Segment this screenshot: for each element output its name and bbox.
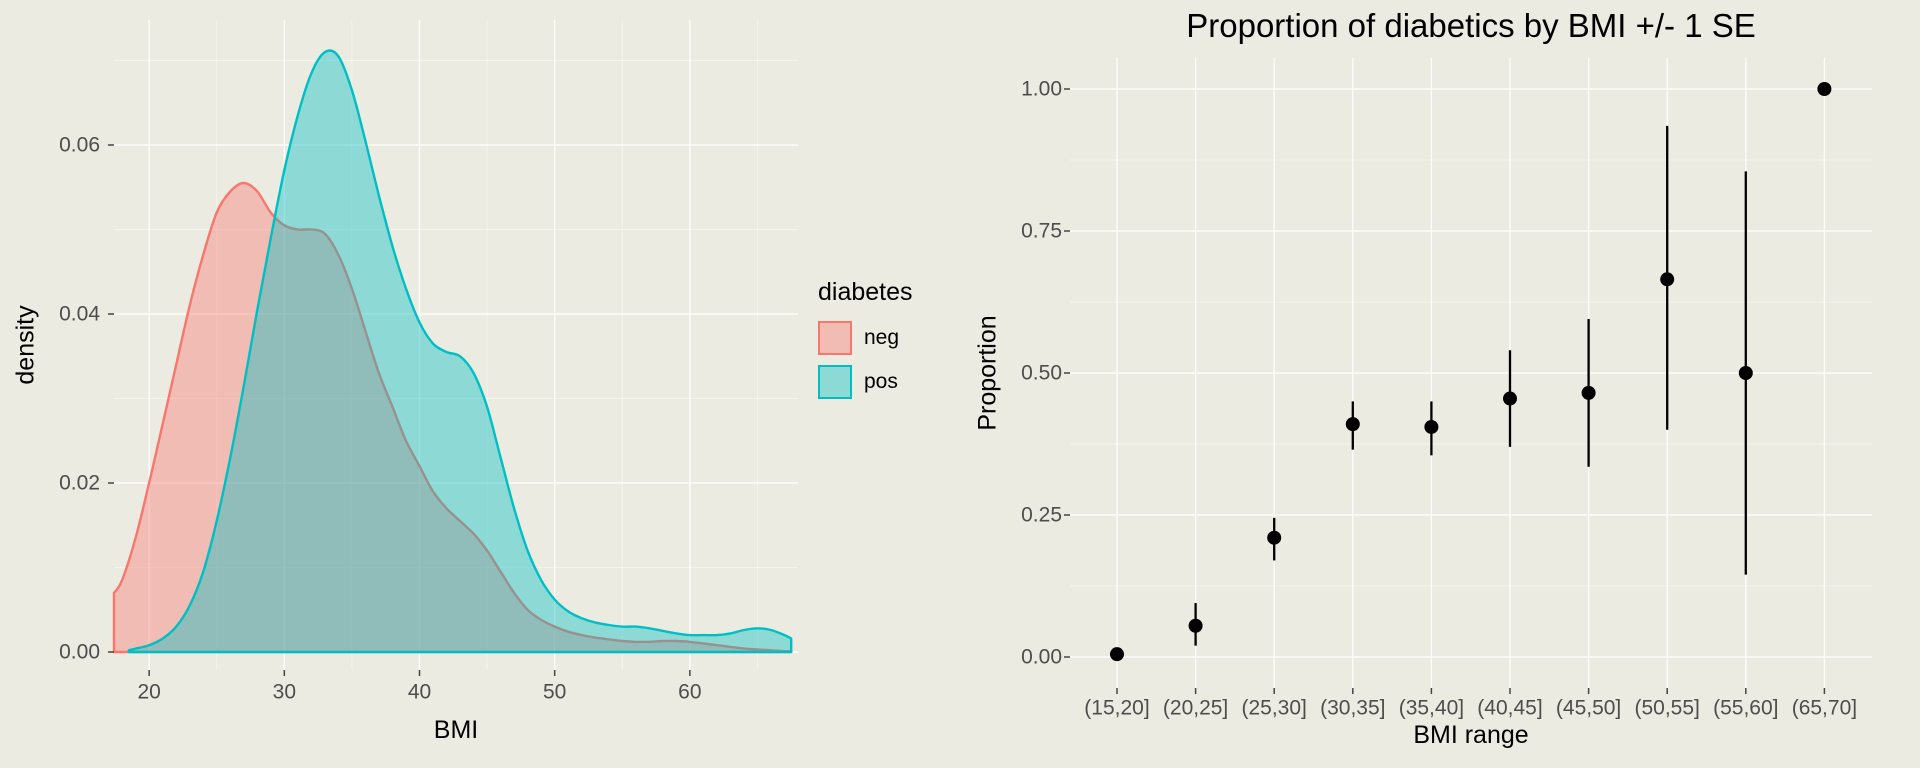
x-tick-label: (25,30] (1242, 697, 1307, 720)
pos-color-swatch (818, 365, 852, 399)
neg-color-swatch (818, 321, 852, 355)
y-tick-label: 0.75 (1021, 220, 1062, 243)
legend-item-neg: neg (818, 321, 913, 355)
data-point (1738, 366, 1753, 380)
density-chart: 20 30 40 50 60 0.00 0.02 0.04 0.06 density BMI d… (11, 20, 913, 744)
x-tick-label: 60 (678, 681, 701, 704)
proportion-y-axis-label: Proportion (973, 315, 1002, 431)
y-tick-label: 0.00 (1021, 646, 1062, 669)
y-tick-label: 0.04 (59, 303, 100, 326)
x-tick-label: (45,50] (1556, 697, 1621, 720)
x-tick-label: (30,35] (1320, 697, 1385, 720)
data-point (1503, 391, 1517, 406)
y-tick-label: 0.00 (59, 641, 100, 664)
proportion-x-axis-label: BMI range (1413, 721, 1529, 749)
legend-label-neg: neg (864, 326, 900, 349)
legend: diabetes neg pos (818, 278, 913, 399)
density-y-axis-label: density (11, 305, 40, 385)
y-tick-label: 0.06 (59, 134, 100, 157)
x-tick-label: (40,45] (1477, 697, 1542, 720)
x-tick-label: (20,25] (1163, 697, 1228, 720)
x-tick-label: (65,70] (1792, 697, 1857, 720)
y-tick-label: 0.02 (59, 472, 100, 495)
y-tick-label: 0.50 (1021, 362, 1062, 385)
density-plot-svg: 20 30 40 50 60 0.00 0.02 0.04 0.06 (59, 20, 798, 704)
legend-label-pos: pos (864, 370, 898, 393)
proportion-chart-title: Proportion of diabetics by BMI +/- 1 SE (1186, 7, 1756, 44)
x-tick-label: (35,40] (1399, 697, 1464, 720)
data-point (1345, 417, 1360, 432)
proportion-plot-svg: (15,20] (20,25] (25,30] (30,35] (35,40] (40,4… (1021, 58, 1872, 720)
data-point (1267, 530, 1282, 545)
data-point (1660, 272, 1675, 287)
x-tick-label: 30 (273, 681, 296, 704)
x-tick-label: 40 (408, 681, 431, 704)
data-point (1424, 419, 1439, 434)
data-point (1817, 82, 1832, 96)
y-tick-label: 0.25 (1021, 504, 1062, 527)
proportion-chart: Proportion of diabetics by BMI +/- 1 SE … (960, 0, 1920, 768)
x-tick-label: (50,55] (1635, 697, 1700, 720)
legend-item-pos: pos (818, 365, 913, 399)
x-tick-label: 50 (543, 681, 566, 704)
data-point (1188, 618, 1203, 633)
legend-title: diabetes (818, 278, 913, 306)
density-x-axis-label: BMI (433, 716, 479, 744)
data-point (1581, 385, 1596, 400)
data-point (1110, 647, 1124, 662)
x-tick-label: (15,20] (1084, 697, 1149, 720)
density-area-pos (127, 49, 793, 654)
y-tick-label: 1.00 (1021, 78, 1062, 101)
x-tick-label: (55,60] (1713, 697, 1778, 720)
x-tick-label: 20 (137, 681, 160, 704)
density-area-neg (112, 181, 793, 654)
